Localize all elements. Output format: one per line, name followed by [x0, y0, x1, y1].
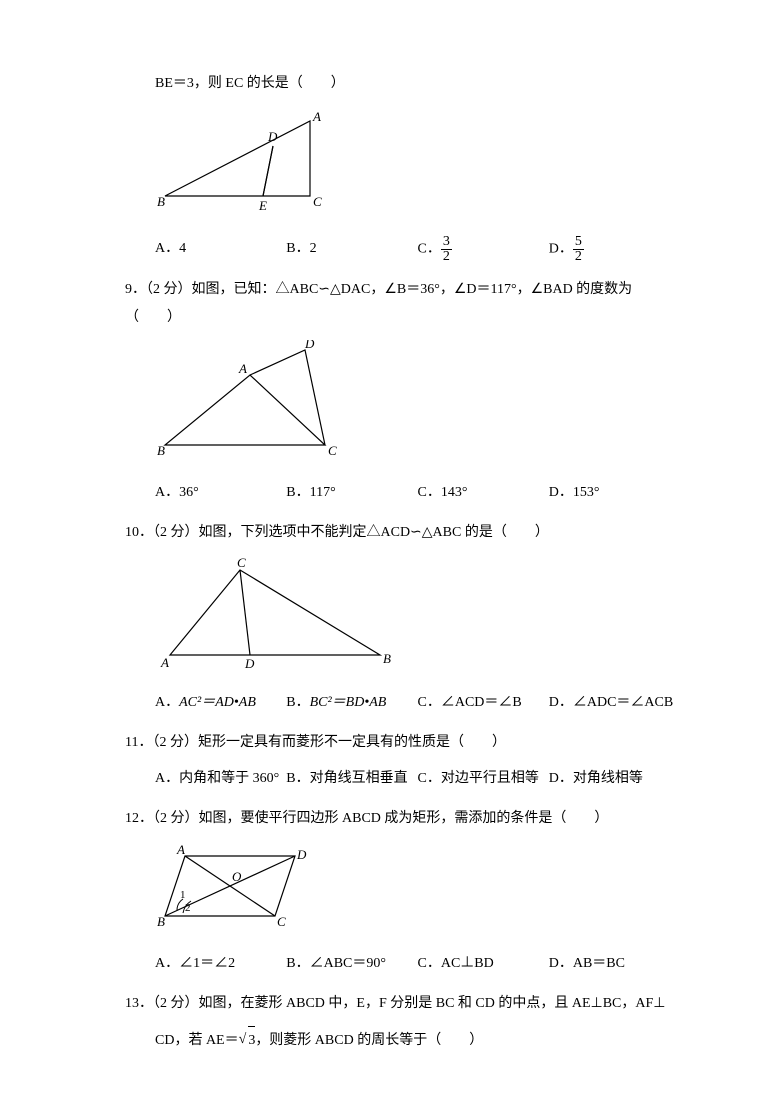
q8-opt-c: C．32 — [418, 235, 549, 264]
q10-opt-d: D．∠ADC＝∠ACB — [549, 689, 680, 717]
label-a: A — [176, 842, 185, 857]
label-d: D — [296, 847, 307, 862]
label-c: C — [328, 443, 337, 458]
q8-figure: A B C D E — [155, 106, 680, 227]
label-c: C — [277, 914, 286, 929]
label-d: D — [244, 656, 255, 670]
label-o: O — [232, 869, 242, 884]
label-b: B — [157, 194, 165, 209]
q9-opt-a: A．36° — [155, 479, 286, 507]
q10-opt-c: C．∠ACD＝∠B — [418, 689, 549, 717]
label-a: A — [160, 655, 169, 670]
q10-options: A．AC²＝AD•AB B．BC²＝BD•AB C．∠ACD＝∠B D．∠ADC… — [125, 689, 680, 717]
label-a: A — [238, 361, 247, 376]
q12-opt-c: C．AC⊥BD — [418, 950, 549, 978]
q12-opt-a: A．∠1＝∠2 — [155, 950, 286, 978]
q8-opt-a: A．4 — [155, 235, 286, 264]
label-d: D — [304, 340, 315, 351]
q13-text-line1: 13．（2 分）如图，在菱形 ABCD 中，E，F 分别是 BC 和 CD 的中… — [125, 990, 680, 1018]
q13-text-line2: CD，若 AE＝√3，则菱形 ABCD 的周长等于（ ） — [125, 1026, 680, 1055]
q11-opt-c: C．对边平行且相等 — [418, 765, 549, 793]
label-c: C — [237, 555, 246, 570]
q8-opt-d: D．52 — [549, 235, 680, 264]
q11-options: A．内角和等于 360° B．对角线互相垂直 C．对边平行且相等 D．对角线相等 — [125, 765, 680, 793]
q9-opt-b: B．117° — [286, 479, 417, 507]
label-c: C — [313, 194, 322, 209]
label-b: B — [157, 914, 165, 929]
q9-text: 9．（2 分）如图，已知：△ABC∽△DAC，∠B＝36°，∠D＝117°，∠B… — [125, 276, 680, 332]
q12-text: 12．（2 分）如图，要使平行四边形 ABCD 成为矩形，需添加的条件是（ ） — [125, 805, 680, 833]
q10-figure: C A D B — [155, 555, 680, 681]
label-b: B — [383, 651, 391, 666]
label-e: E — [258, 198, 267, 213]
q9-options: A．36° B．117° C．143° D．153° — [125, 479, 680, 507]
q12-options: A．∠1＝∠2 B．∠ABC＝90° C．AC⊥BD D．AB＝BC — [125, 950, 680, 978]
q11-text: 11．（2 分）矩形一定具有而菱形不一定具有的性质是（ ） — [125, 729, 680, 757]
q11-opt-d: D．对角线相等 — [549, 765, 680, 793]
q9-opt-c: C．143° — [418, 479, 549, 507]
q10-opt-a: A．AC²＝AD•AB — [155, 689, 286, 717]
q8-text: BE＝3，则 EC 的长是（ ） — [125, 70, 680, 98]
label-d: D — [267, 129, 278, 144]
q9-opt-d: D．153° — [549, 479, 680, 507]
q11-opt-b: B．对角线互相垂直 — [286, 765, 417, 793]
label-a: A — [312, 109, 321, 124]
q12-figure: A D B C O 1 2 — [155, 841, 680, 942]
label-b: B — [157, 443, 165, 458]
q12-opt-b: B．∠ABC＝90° — [286, 950, 417, 978]
q10-text: 10．（2 分）如图，下列选项中不能判定△ACD∽△ABC 的是（ ） — [125, 519, 680, 547]
q10-opt-b: B．BC²＝BD•AB — [286, 689, 417, 717]
q11-opt-a: A．内角和等于 360° — [155, 765, 286, 793]
q8-options: A．4 B．2 C．32 D．52 — [125, 235, 680, 264]
q8-opt-b: B．2 — [286, 235, 417, 264]
q12-opt-d: D．AB＝BC — [549, 950, 680, 978]
q9-figure: A B C D — [155, 340, 680, 471]
